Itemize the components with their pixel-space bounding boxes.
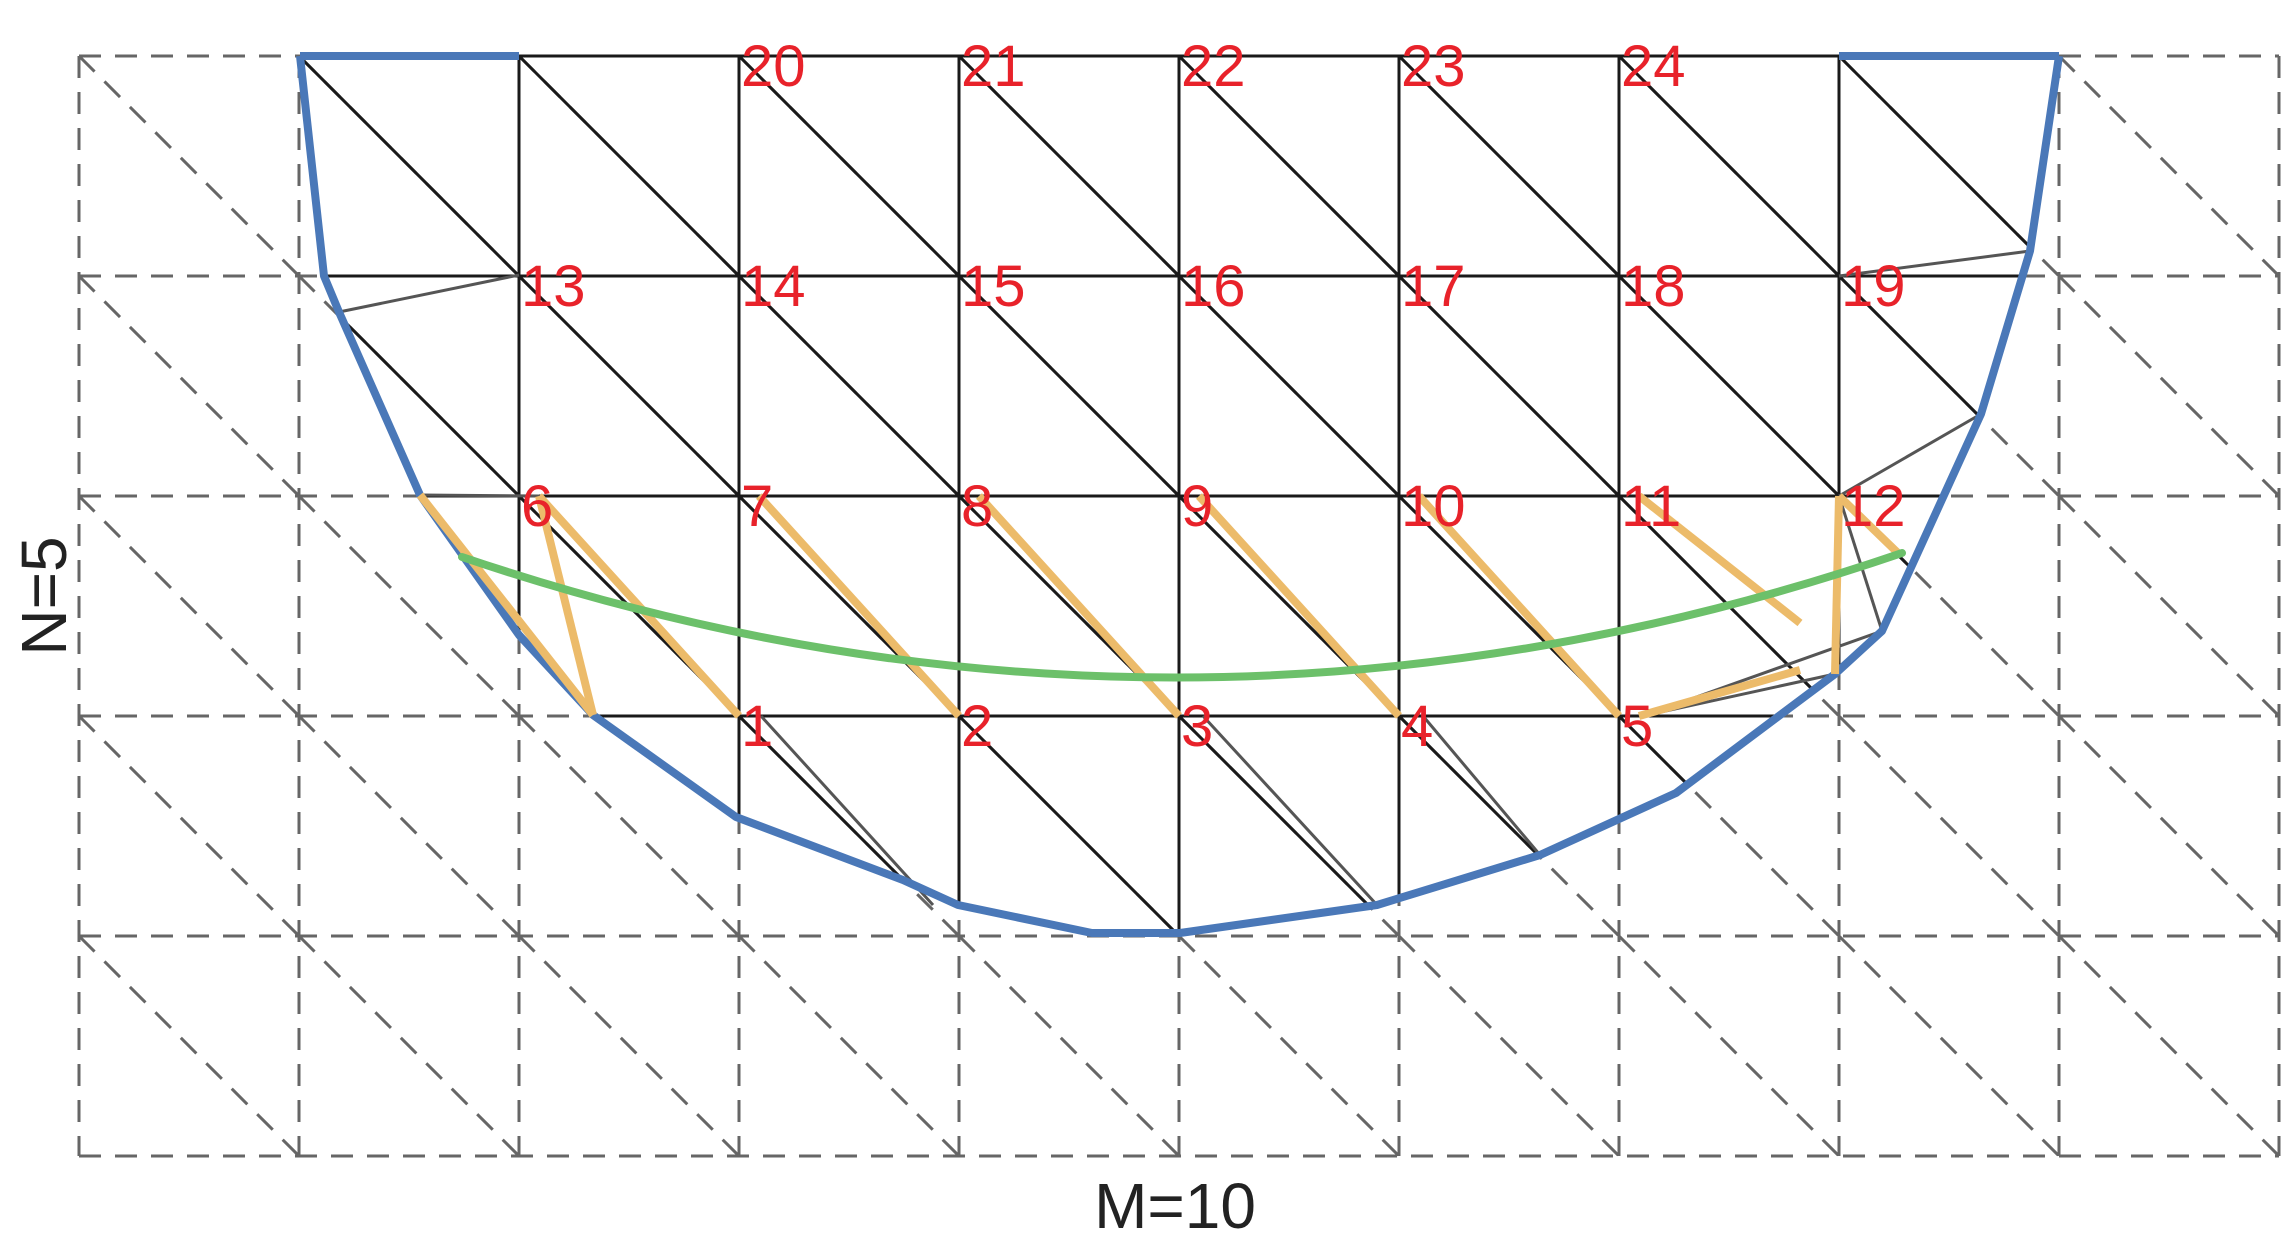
dashed-diagonal-line — [517, 934, 741, 1158]
dashed-diagonal-line — [77, 494, 301, 718]
orange-link-line — [535, 495, 597, 716]
orange-link-line — [976, 493, 1182, 719]
node-label: 16 — [1181, 254, 1246, 319]
orange-link-line — [1636, 492, 1803, 627]
dashed-diagonal-line — [1177, 934, 1401, 1158]
node-label: 14 — [741, 254, 806, 319]
node-label: 20 — [741, 34, 806, 99]
dashed-diagonal-line — [517, 714, 741, 938]
node-label: 21 — [961, 34, 1026, 99]
mesh-diagonal-line — [1397, 54, 1912, 569]
node-label: 3 — [1181, 694, 1213, 759]
dashed-diagonal-line — [1837, 934, 2061, 1158]
boundary-link-line — [419, 493, 540, 498]
dashed-diagonal-line — [2057, 274, 2281, 498]
dashed-diagonal-line — [737, 934, 961, 1158]
dashed-diagonal-line — [77, 934, 301, 1158]
node-label: 6 — [521, 474, 553, 539]
boundary-link-line — [1838, 412, 1982, 498]
node-label: 24 — [1621, 34, 1686, 99]
node-label: 5 — [1621, 694, 1653, 759]
node-label: 11 — [1621, 474, 1681, 539]
dashed-diagonal-line — [77, 54, 301, 278]
boundary-link-line — [338, 273, 520, 314]
node-label: 10 — [1401, 474, 1466, 539]
dashed-diagonal-line — [2057, 934, 2281, 1158]
dashed-diagonal-line — [297, 714, 521, 938]
dashed-diagonal-line — [957, 934, 1181, 1158]
orange-link-line — [416, 492, 597, 718]
orange-link-line — [1416, 493, 1622, 719]
node-label: 15 — [961, 254, 1026, 319]
dashed-diagonal-line — [2057, 494, 2281, 718]
mesh-diagonal-line — [1837, 54, 2032, 249]
dashed-diagonal-line — [1617, 934, 1841, 1158]
node-label: 17 — [1401, 254, 1466, 319]
mesh-diagonal-line — [341, 318, 904, 881]
node-label: 19 — [1841, 254, 1906, 319]
node-label: 8 — [961, 474, 993, 539]
dashed-diagonal-line — [2057, 54, 2281, 278]
boundary-link-line — [1421, 715, 1542, 856]
dashed-diagonal-line — [77, 274, 301, 498]
green-curve — [458, 549, 1906, 682]
node-label: 9 — [1181, 474, 1213, 539]
mesh-diagonal-line — [1177, 54, 1814, 691]
boundary-link-line — [1201, 714, 1379, 907]
orange-link-line — [1637, 666, 1802, 720]
node-label: 4 — [1401, 694, 1433, 759]
y-axis-label: N=5 — [8, 536, 80, 655]
mesh-diagonal-line — [300, 57, 1177, 934]
dashed-diagonal-line — [1837, 714, 2061, 938]
orange-link-line — [1831, 495, 1843, 675]
x-axis-label: M=10 — [1094, 1170, 1256, 1242]
orange-link-line — [1836, 493, 1903, 558]
orange-link-line — [756, 493, 962, 719]
mesh-diagonal-line — [737, 54, 1539, 856]
dashed-diagonal-line — [2057, 714, 2281, 938]
node-label: 2 — [961, 694, 993, 759]
dashed-diagonal-line — [297, 934, 521, 1158]
mesh-diagonal-line — [517, 54, 1370, 907]
mesh-diagonal-line — [1617, 54, 1980, 417]
node-label: 23 — [1401, 34, 1466, 99]
dashed-diagonal-line — [1397, 934, 1621, 1158]
node-label: 22 — [1181, 34, 1246, 99]
orange-link-line — [1196, 493, 1402, 719]
node-label: 7 — [741, 474, 773, 539]
node-label: 1 — [741, 694, 773, 759]
solid-mesh-grid — [300, 54, 2059, 934]
boundary-link-line — [1838, 249, 2031, 278]
dashed-diagonal-line — [297, 494, 521, 718]
node-label: 12 — [1841, 474, 1906, 539]
boundary-link-line — [759, 714, 935, 907]
dashed-diagonal-line — [77, 714, 301, 938]
node-label: 13 — [521, 254, 586, 319]
orange-link-lines — [416, 492, 1903, 720]
node-label: 18 — [1621, 254, 1686, 319]
